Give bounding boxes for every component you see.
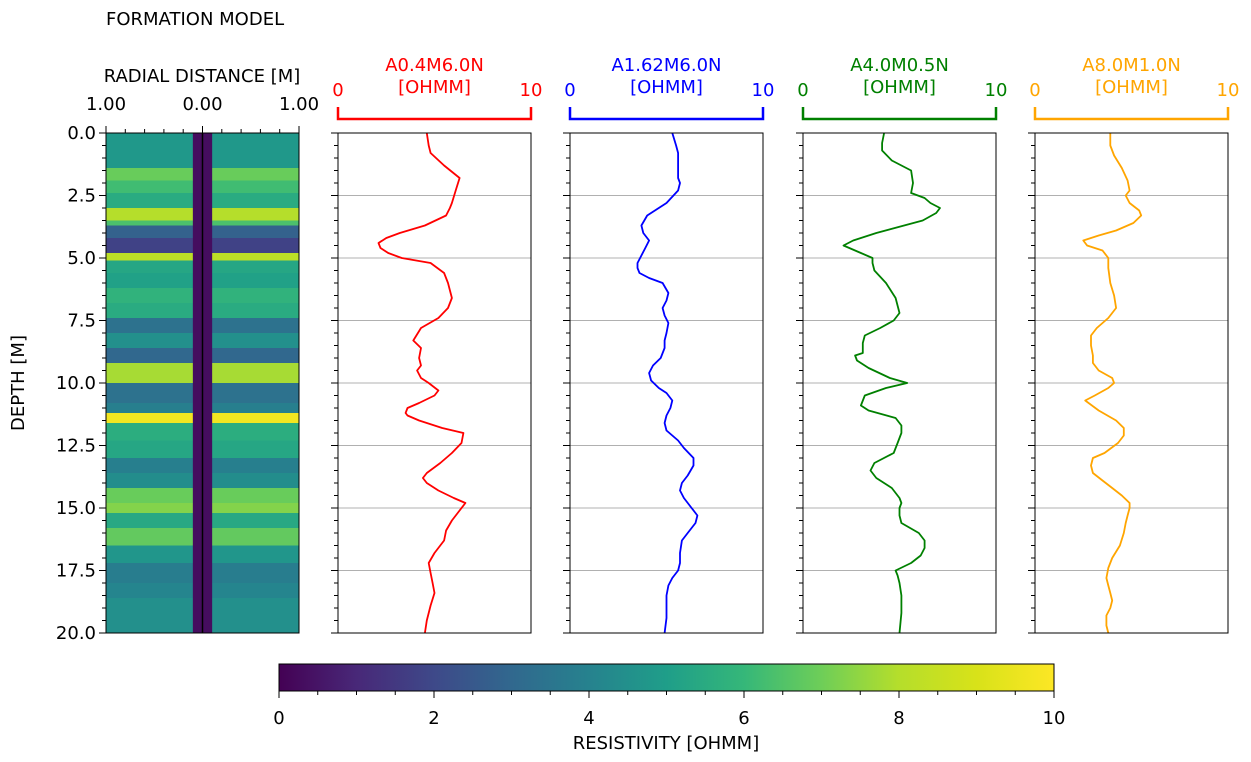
track-title-line: [OHMM] <box>863 77 936 98</box>
depth-axis-label: DEPTH [M] <box>8 335 29 431</box>
scale-min-label: 0 <box>797 80 808 101</box>
resistivity-curve <box>1082 133 1143 634</box>
colorbar-tick-label: 0 <box>273 708 284 729</box>
depth-tick-label: 7.5 <box>67 311 96 332</box>
scale-max-label: 10 <box>1217 80 1240 101</box>
depth-tick-label: 12.5 <box>56 436 96 457</box>
colorbar-gradient <box>278 663 1055 692</box>
track-title-line: A1.62M6.0N <box>611 55 721 76</box>
scale-bracket <box>336 107 533 121</box>
resistivity-curve <box>377 132 467 634</box>
borehole <box>192 133 213 633</box>
track-title-line: A8.0M1.0N <box>1082 55 1181 76</box>
resistivity-curve <box>636 132 699 634</box>
depth-tick-label: 10.0 <box>56 373 96 394</box>
scale-min-label: 0 <box>1029 80 1040 101</box>
colorbar-tick-label: 4 <box>583 708 594 729</box>
depth-tick-label: 20.0 <box>56 623 96 644</box>
radial-ticks: 1.00 0.00 1.00 <box>86 94 319 133</box>
log-track-3: 0 10 A4.0M0.5N[OHMM] <box>796 55 1008 634</box>
track-frame <box>1034 132 1229 634</box>
log-track-1: 0 10 A0.4M6.0N[OHMM] <box>331 55 543 634</box>
scale-max-label: 10 <box>752 80 775 101</box>
radial-tick-label: 1.00 <box>279 94 319 115</box>
scale-bracket <box>1033 107 1230 121</box>
track-title-line: [OHMM] <box>1095 77 1168 98</box>
scale-min-label: 0 <box>332 80 343 101</box>
log-track-2: 0 10 A1.62M6.0N[OHMM] <box>563 55 775 634</box>
depth-tick-label: 17.5 <box>56 561 96 582</box>
track-frame <box>802 132 997 634</box>
radial-tick-label: 0.00 <box>182 94 222 115</box>
track-title-line: [OHMM] <box>398 77 471 98</box>
depth-tick-label: 5.0 <box>67 248 96 269</box>
colorbar-tick-label: 10 <box>1043 708 1066 729</box>
track-title-line: A4.0M0.5N <box>850 55 949 76</box>
track-frame <box>569 132 764 634</box>
log-track-4: 0 10 A8.0M1.0N[OHMM] <box>1028 55 1240 634</box>
figure-title: FORMATION MODEL <box>106 9 284 30</box>
scale-bracket <box>801 107 998 121</box>
radial-tick-label: 1.00 <box>86 94 126 115</box>
colorbar-label: RESISTIVITY [OHMM] <box>573 733 760 754</box>
scale-bracket <box>568 107 765 121</box>
colorbar-ticks: 0 2 4 6 8 10 <box>273 691 1065 729</box>
formation-model-panel: RADIAL DISTANCE [M] 1.00 0.00 1.00 0.0 2.5 5… <box>56 66 319 644</box>
scale-min-label: 0 <box>564 80 575 101</box>
track-title-line: A0.4M6.0N <box>385 55 484 76</box>
resistivity-curve <box>842 132 941 634</box>
depth-tick-label: 0.0 <box>67 123 96 144</box>
depth-tick-label: 2.5 <box>67 186 96 207</box>
scale-max-label: 10 <box>520 80 543 101</box>
track-frame <box>337 132 532 634</box>
radial-distance-label: RADIAL DISTANCE [M] <box>104 66 301 87</box>
scale-max-label: 10 <box>985 80 1008 101</box>
colorbar-tick-label: 2 <box>428 708 439 729</box>
depth-ticks: 0.0 2.5 5.0 7.5 10.0 12.5 15.0 17.5 20.0 <box>56 123 106 644</box>
colorbar: 0 2 4 6 8 10 RESISTIVITY [OHMM] <box>273 663 1065 754</box>
colorbar-tick-label: 8 <box>893 708 904 729</box>
colorbar-tick-label: 6 <box>738 708 749 729</box>
depth-tick-label: 15.0 <box>56 498 96 519</box>
track-title-line: [OHMM] <box>630 77 703 98</box>
